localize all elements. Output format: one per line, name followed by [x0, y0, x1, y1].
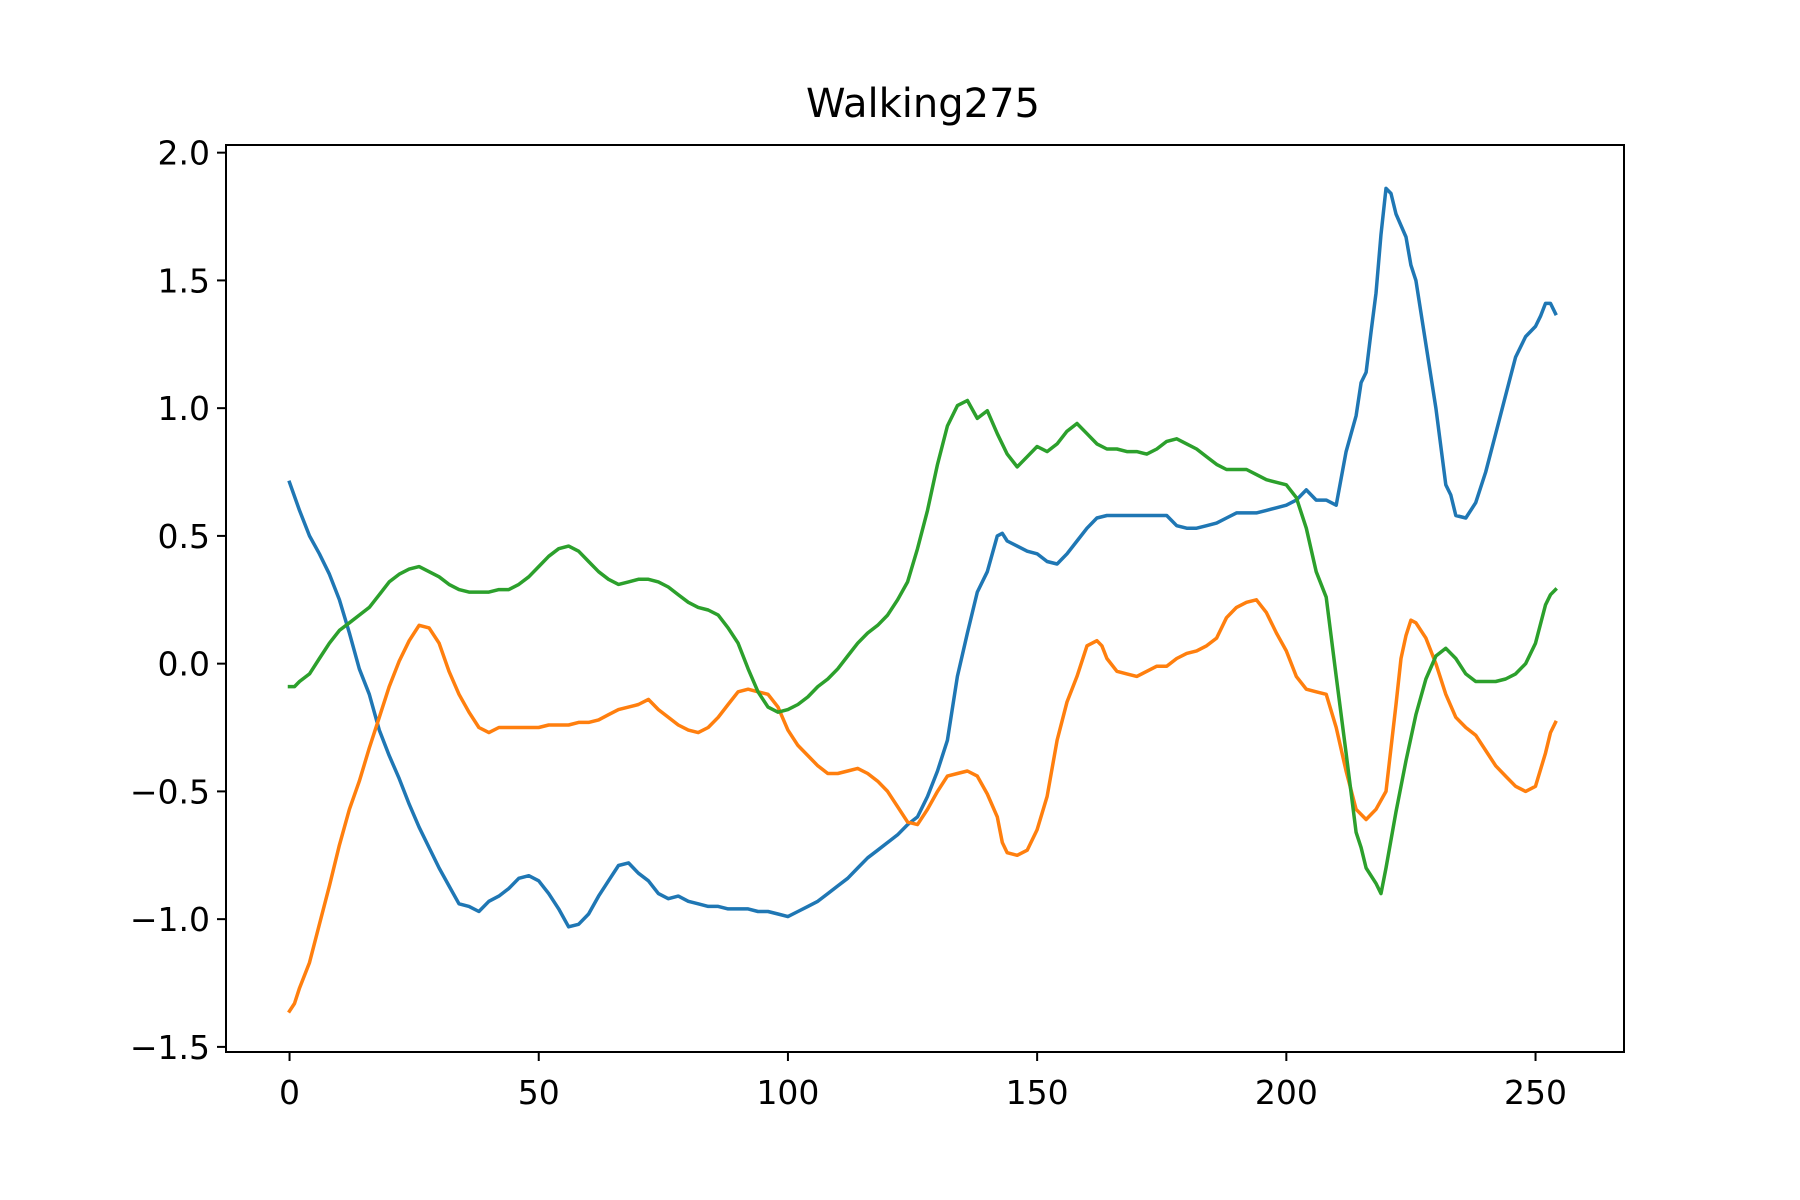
- series-line-3: [287, 398, 1558, 896]
- x-tick-label: 200: [1255, 1073, 1318, 1112]
- series-line-2: [287, 598, 1558, 1014]
- y-tick-label: 2.0: [158, 134, 210, 173]
- x-tick-label: 250: [1504, 1073, 1567, 1112]
- y-tick-label: 0.0: [158, 645, 210, 684]
- x-tick-label: 150: [1006, 1073, 1069, 1112]
- series-line-1: [287, 186, 1558, 929]
- y-tick-label: 1.5: [158, 261, 210, 300]
- chart-title: Walking275: [806, 81, 1040, 127]
- y-tick-label: −0.5: [130, 772, 210, 811]
- x-tick-label: 0: [279, 1073, 300, 1112]
- series-layer: [287, 186, 1558, 1014]
- x-tick-label: 50: [518, 1073, 560, 1112]
- plot-frame: [225, 144, 1625, 1053]
- x-tick-label: 100: [756, 1073, 819, 1112]
- y-tick-label: 0.5: [158, 517, 210, 556]
- y-tick-label: −1.5: [130, 1028, 210, 1067]
- y-tick-label: 1.0: [158, 389, 210, 428]
- y-tick-label: −1.0: [130, 900, 210, 939]
- x-axis: 0 50 100 150 200 250: [279, 1052, 1567, 1112]
- y-axis: −1.5 −1.0 −0.5 0.0 0.5 1.0 1.5 2.0: [130, 134, 226, 1067]
